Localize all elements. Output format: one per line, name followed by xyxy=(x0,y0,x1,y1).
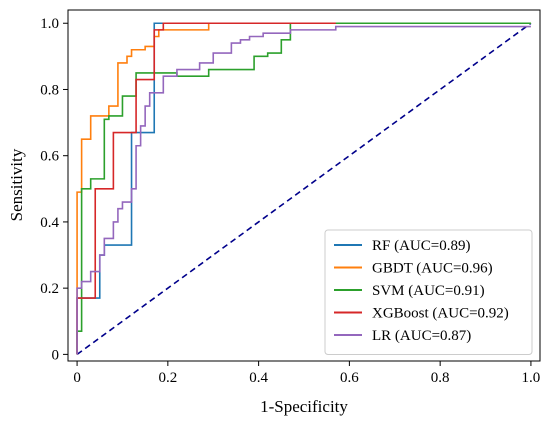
series-layer xyxy=(76,22,531,355)
legend-label-2: SVM (AUC=0.91) xyxy=(372,283,485,299)
legend-label-3: XGBoost (AUC=0.92) xyxy=(372,306,509,322)
legend-label-4: LR (AUC=0.87) xyxy=(372,328,471,344)
x-tick-label: 0.4 xyxy=(249,370,268,386)
legend-frame xyxy=(324,229,533,355)
x-tick-label: 1.0 xyxy=(522,370,541,386)
reference-line-layer xyxy=(76,22,532,356)
tick-layer: 0 0.2 0.4 0.6 0.8 1.0 0 0.2 0.4 0.6 0.8 1.0 xyxy=(40,16,540,386)
legend: RF (AUC=0.89) GBDT (AUC=0.96) SVM (AUC=0.9… xyxy=(324,229,533,355)
y-tick-label: 0.6 xyxy=(40,149,59,165)
series-line-2 xyxy=(76,22,531,355)
y-tick-label: 0.8 xyxy=(40,82,59,98)
x-tick-label: 0.2 xyxy=(158,370,177,386)
series-line-4 xyxy=(76,25,531,355)
y-tick-label: 1.0 xyxy=(40,16,59,32)
series-line-3 xyxy=(76,22,336,355)
x-tick-label: 0.8 xyxy=(431,370,450,386)
x-tick-label: 0.6 xyxy=(340,370,359,386)
legend-label-0: RF (AUC=0.89) xyxy=(372,238,470,254)
series-line-1 xyxy=(76,22,531,355)
y-tick-label: 0.2 xyxy=(40,281,59,297)
x-axis-label: 1-Specificity xyxy=(260,397,348,416)
y-tick-label: 0 xyxy=(52,347,60,363)
y-axis-label: Sensitivity xyxy=(7,148,26,221)
x-tick-label: 0 xyxy=(73,370,81,386)
reference-diagonal-line xyxy=(76,22,532,356)
legend-label-1: GBDT (AUC=0.96) xyxy=(372,261,493,277)
y-tick-label: 0.4 xyxy=(40,215,59,231)
